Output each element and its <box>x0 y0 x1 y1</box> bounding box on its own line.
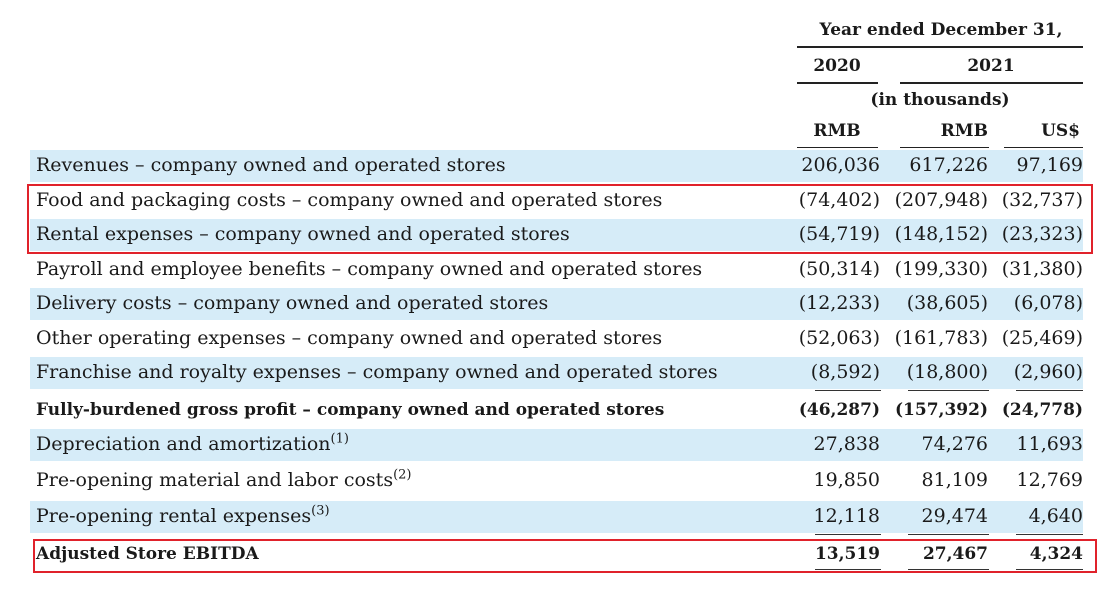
row-label: Other operating expenses – company owned… <box>36 327 663 349</box>
double-rule-col2 <box>908 569 989 570</box>
table-row: Depreciation and amortization(1) 27,838 … <box>30 429 1083 461</box>
row-label: Adjusted Store EBITDA <box>36 544 259 564</box>
value-2021-usd: 11,693 <box>1016 433 1083 455</box>
value-2021-rmb: (18,800) <box>906 361 988 383</box>
row-label: Pre-opening rental expenses(3) <box>36 503 330 527</box>
row-label: Food and packaging costs – company owned… <box>36 189 663 211</box>
year-2020-rule <box>797 82 878 84</box>
highlight-box-ebitda <box>33 539 1097 573</box>
value-2021-usd: (32,737) <box>1001 189 1083 211</box>
table-row: Food and packaging costs – company owned… <box>30 185 1083 217</box>
table-row: Payroll and employee benefits – company … <box>30 254 1083 286</box>
row-label: Delivery costs – company owned and opera… <box>36 292 549 314</box>
year-2021-rule <box>900 82 1083 84</box>
value-2020-rmb: 19,850 <box>813 469 880 491</box>
header-rule-col2 <box>900 147 989 148</box>
value-2020-rmb: (46,287) <box>798 400 880 420</box>
currency-usd: US$ <box>1041 121 1080 141</box>
subtotal-rule-col1 <box>815 390 881 391</box>
value-2021-rmb: (161,783) <box>894 327 988 349</box>
table-row: Other operating expenses – company owned… <box>30 323 1083 355</box>
value-2021-rmb: 29,474 <box>921 505 988 527</box>
currency-rmb-2020: RMB <box>813 121 861 141</box>
double-rule-col1 <box>815 569 881 570</box>
value-2020-rmb: (12,233) <box>798 292 880 314</box>
value-2020-rmb: 206,036 <box>801 154 880 176</box>
footnote-marker: (1) <box>330 431 349 447</box>
value-2021-rmb: (207,948) <box>894 189 988 211</box>
year-2021: 2021 <box>967 56 1015 76</box>
value-2021-rmb: 81,109 <box>921 469 988 491</box>
value-2020-rmb: (50,314) <box>798 258 880 280</box>
table-row: Fully-burdened gross profit – company ow… <box>30 394 1083 426</box>
period-title: Year ended December 31, <box>819 20 1063 40</box>
footnote-marker: (2) <box>393 467 412 483</box>
unit-note: (in thousands) <box>870 90 1010 110</box>
total-rule-col3 <box>1016 534 1083 535</box>
value-2020-rmb: (52,063) <box>798 327 880 349</box>
value-2021-usd: 4,640 <box>1028 505 1083 527</box>
total-rule-col1 <box>815 534 881 535</box>
value-2020-rmb: 12,118 <box>813 505 880 527</box>
value-2021-usd: 97,169 <box>1016 154 1083 176</box>
total-rule-col2 <box>908 534 989 535</box>
row-label: Franchise and royalty expenses – company… <box>36 361 718 383</box>
value-2021-usd: (31,380) <box>1001 258 1083 280</box>
value-2021-usd: (25,469) <box>1001 327 1083 349</box>
table-row: Pre-opening material and labor costs(2) … <box>30 465 1083 497</box>
row-label: Fully-burdened gross profit – company ow… <box>36 400 665 420</box>
value-2021-rmb: 74,276 <box>921 433 988 455</box>
year-2020: 2020 <box>813 56 861 76</box>
value-2020-rmb: 27,838 <box>813 433 880 455</box>
value-2021-rmb: 617,226 <box>909 154 988 176</box>
value-2021-usd: 12,769 <box>1016 469 1083 491</box>
value-2020-rmb: 13,519 <box>814 544 880 564</box>
table-row: Delivery costs – company owned and opera… <box>30 288 1083 320</box>
value-2021-usd: 4,324 <box>1029 544 1083 564</box>
value-2021-rmb: (148,152) <box>894 223 988 245</box>
value-2021-rmb: (199,330) <box>894 258 988 280</box>
value-2020-rmb: (54,719) <box>798 223 880 245</box>
row-label: Pre-opening material and labor costs(2) <box>36 467 412 491</box>
row-label: Rental expenses – company owned and oper… <box>36 223 570 245</box>
value-2021-rmb: (157,392) <box>895 400 988 420</box>
currency-rmb-2021: RMB <box>940 121 988 141</box>
footnote-marker: (3) <box>311 503 330 519</box>
header-rule-col3 <box>1004 147 1083 148</box>
value-2021-usd: (2,960) <box>1013 361 1083 383</box>
table-row: Franchise and royalty expenses – company… <box>30 357 1083 389</box>
value-2021-usd: (23,323) <box>1001 223 1083 245</box>
value-2021-usd: (24,778) <box>1001 400 1083 420</box>
table-row: Rental expenses – company owned and oper… <box>30 219 1083 251</box>
highlight-box-costs <box>27 184 1093 254</box>
table-row: Revenues – company owned and operated st… <box>30 150 1083 182</box>
value-2021-rmb: (38,605) <box>906 292 988 314</box>
row-label: Revenues – company owned and operated st… <box>36 154 506 176</box>
table-row: Pre-opening rental expenses(3) 12,118 29… <box>30 501 1083 533</box>
value-2020-rmb: (74,402) <box>798 189 880 211</box>
subtotal-rule-col3 <box>1016 390 1083 391</box>
double-rule-col3 <box>1016 569 1083 570</box>
table-row: Adjusted Store EBITDA 13,519 27,467 4,32… <box>30 538 1083 570</box>
value-2021-rmb: 27,467 <box>922 544 988 564</box>
subtotal-rule-col2 <box>908 390 989 391</box>
value-2021-usd: (6,078) <box>1013 292 1083 314</box>
value-2020-rmb: (8,592) <box>810 361 880 383</box>
row-label: Payroll and employee benefits – company … <box>36 258 703 280</box>
header-rule-col1 <box>797 147 878 148</box>
row-label: Depreciation and amortization(1) <box>36 431 349 455</box>
period-title-rule <box>797 46 1083 48</box>
